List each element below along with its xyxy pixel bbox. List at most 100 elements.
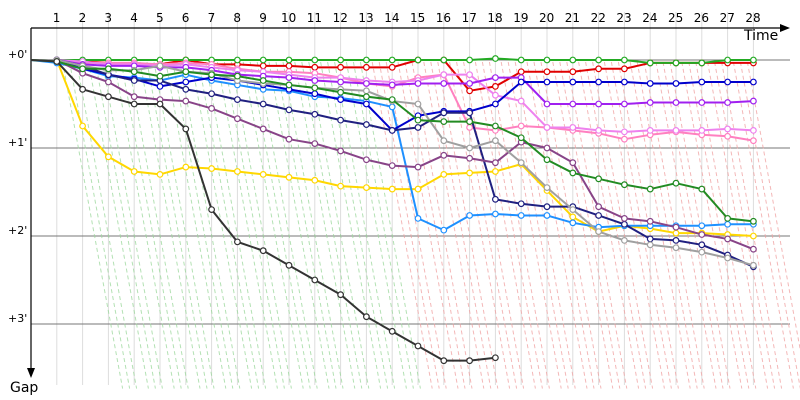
series-point — [337, 147, 345, 155]
time-guide-line — [76, 61, 138, 389]
series-point — [466, 169, 474, 177]
series-point — [595, 100, 602, 108]
time-guide-line — [526, 61, 588, 389]
series-point — [311, 140, 319, 148]
series-point — [466, 124, 474, 131]
series-point — [440, 109, 448, 117]
time-guide-line — [437, 61, 499, 389]
time-guide-line — [308, 61, 370, 389]
series-point — [311, 84, 319, 92]
series-point — [698, 126, 706, 134]
series-point — [311, 77, 319, 84]
series-point — [621, 56, 628, 64]
time-guide-line — [101, 61, 163, 389]
series-point — [337, 291, 345, 299]
series-point — [104, 65, 112, 73]
series-point — [363, 80, 370, 87]
time-guide-line — [198, 61, 260, 389]
series-point — [517, 134, 525, 142]
lap-tick-label: 25 — [668, 11, 683, 25]
time-guide-line — [669, 61, 731, 389]
series-point — [156, 100, 164, 108]
series-point — [569, 213, 577, 221]
lap-tick-label: 27 — [720, 11, 735, 25]
series-point — [543, 144, 551, 152]
time-guide-line — [165, 61, 227, 389]
gap-tick-label: +1' — [8, 136, 27, 149]
series-point — [466, 212, 474, 219]
time-guide-line — [617, 61, 679, 389]
time-guide-line — [172, 61, 234, 389]
time-guide-line — [62, 61, 124, 389]
time-guide-line — [714, 61, 776, 389]
lap-tick-label: 22 — [591, 11, 606, 25]
series-point — [130, 68, 138, 76]
series-point — [724, 78, 731, 86]
series-point — [311, 63, 319, 71]
time-guide-line — [643, 61, 705, 389]
time-guide-line — [139, 61, 201, 389]
time-guide-line — [552, 61, 614, 389]
series-point — [672, 80, 680, 87]
lap-tick-label: 14 — [384, 11, 399, 25]
series-point — [698, 185, 706, 193]
series-point — [672, 236, 680, 244]
series-point — [337, 96, 345, 103]
series-point — [543, 68, 551, 76]
series-point — [672, 244, 680, 252]
series-point — [646, 80, 654, 87]
series-point — [517, 78, 525, 86]
series-point — [595, 228, 602, 236]
series-point — [569, 169, 577, 177]
series-point — [311, 176, 319, 184]
series-point — [621, 65, 628, 73]
time-guide-line — [191, 61, 253, 389]
series-point — [466, 71, 474, 79]
lap-tick-label: 6 — [182, 11, 190, 25]
time-guide-line — [681, 61, 743, 389]
series-point — [492, 210, 499, 218]
series-point — [569, 159, 577, 167]
time-guide-line — [179, 61, 241, 389]
time-guide-line — [127, 61, 189, 389]
series-point — [672, 179, 680, 187]
series-point — [646, 185, 654, 193]
series-point — [259, 100, 267, 108]
time-guide-line — [230, 61, 292, 389]
series-point — [440, 137, 448, 145]
series-point — [672, 126, 680, 134]
series-point — [156, 82, 164, 90]
series-point — [233, 115, 241, 123]
series-point — [698, 59, 706, 67]
series-point — [259, 247, 267, 255]
series-point — [285, 56, 293, 64]
series-point — [646, 99, 654, 106]
series-point — [388, 185, 396, 193]
series-point — [672, 59, 680, 67]
series-point — [595, 175, 602, 183]
series-point — [466, 144, 474, 152]
time-guide-line — [423, 61, 485, 389]
series-point — [698, 222, 706, 230]
series-point — [595, 56, 602, 64]
series-point — [440, 56, 448, 64]
series-point — [388, 162, 396, 170]
series-point — [750, 56, 757, 64]
series-point — [698, 241, 706, 249]
time-guide-line — [275, 61, 337, 389]
time-guide-line — [533, 61, 595, 389]
series-point — [208, 206, 216, 214]
time-guide-line — [481, 61, 543, 389]
time-guide-line — [113, 61, 175, 389]
time-guide-line — [216, 61, 278, 389]
series-point — [337, 56, 345, 64]
time-guide-line — [739, 61, 800, 389]
time-guide-line — [488, 61, 550, 389]
time-guide-line — [603, 61, 665, 389]
series-point — [543, 203, 551, 211]
series-point — [337, 182, 345, 190]
series-point — [543, 212, 551, 219]
series-point — [492, 195, 499, 203]
series-point — [156, 72, 164, 80]
series-point — [750, 261, 757, 269]
